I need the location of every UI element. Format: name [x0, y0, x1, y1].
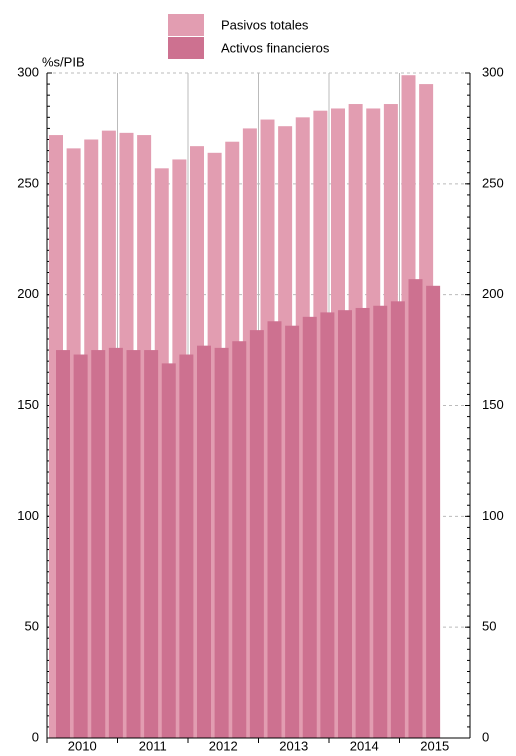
bar	[126, 350, 141, 738]
bar	[161, 363, 176, 738]
bar	[144, 350, 159, 738]
legend-swatch	[168, 37, 204, 59]
x-tick-label: 2015	[420, 738, 449, 751]
legend-label: Activos financieros	[221, 40, 330, 55]
bar	[232, 341, 247, 738]
x-tick-label: 2010	[68, 738, 97, 751]
bar	[179, 354, 194, 738]
bar	[91, 350, 106, 738]
x-tick-label: 2014	[350, 738, 379, 751]
y-tick-label: 100	[482, 508, 504, 523]
legend-swatch	[168, 14, 204, 36]
y-tick-label: 200	[17, 286, 39, 301]
bar	[390, 301, 405, 738]
y-tick-label: 300	[482, 64, 504, 79]
bar	[267, 321, 282, 738]
bar	[355, 307, 370, 738]
y-tick-label: 0	[482, 729, 489, 744]
y-tick-label: 300	[17, 64, 39, 79]
y-tick-label: 100	[17, 508, 39, 523]
bar	[249, 330, 264, 738]
y-tick-label: 0	[32, 729, 39, 744]
bar	[73, 354, 88, 738]
bar	[56, 350, 70, 738]
bar	[285, 325, 300, 738]
y-tick-label: 250	[482, 175, 504, 190]
bar	[373, 305, 388, 738]
y-tick-label: 50	[25, 619, 39, 634]
bar	[408, 279, 423, 738]
y-tick-label: 200	[482, 286, 504, 301]
x-tick-label: 2013	[279, 738, 308, 751]
bar	[108, 347, 123, 738]
bar	[302, 316, 317, 738]
x-tick-label: 2012	[209, 738, 238, 751]
y-tick-label: 150	[482, 397, 504, 412]
x-tick-label: 2011	[139, 738, 167, 751]
y-tick-label: 250	[17, 175, 39, 190]
bar	[197, 345, 211, 738]
bar	[426, 285, 441, 738]
bar	[338, 310, 352, 738]
bar	[214, 347, 229, 738]
y-axis-label: %s/PIB	[42, 54, 85, 69]
y-tick-label: 150	[17, 397, 39, 412]
bar	[320, 312, 335, 738]
y-tick-label: 50	[482, 619, 496, 634]
legend-label: Pasivos totales	[221, 17, 309, 32]
